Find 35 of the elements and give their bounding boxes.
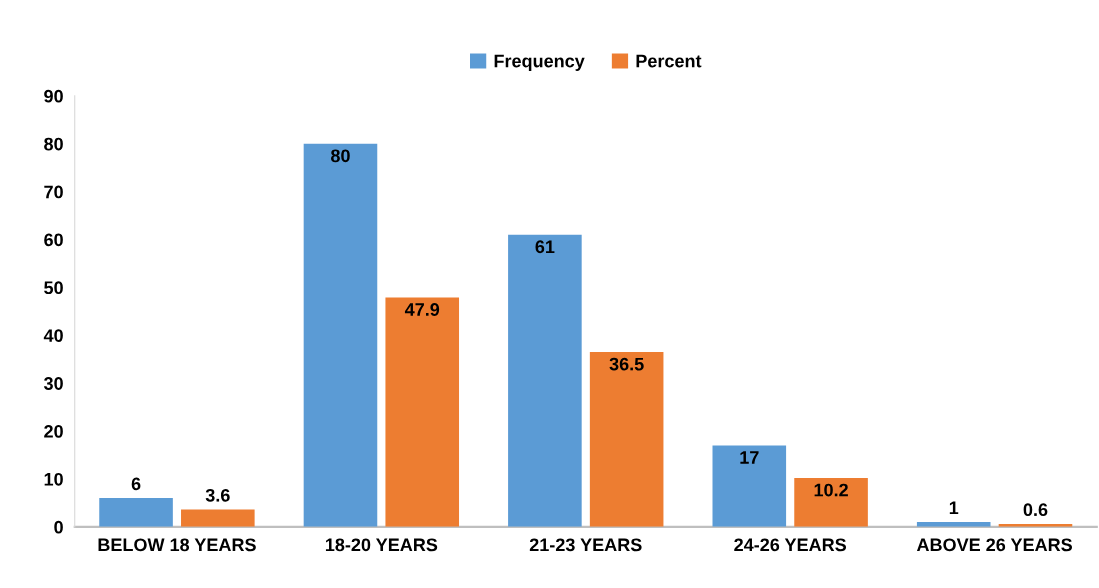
x-tick-label: 24-26 YEARS [734,538,847,552]
bar [589,352,664,527]
x-tick-label: 21-23 YEARS [529,538,642,552]
y-tick-label: 60 [44,233,63,247]
bar [303,143,378,527]
y-tick-label: 30 [43,377,63,390]
data-label: 80 [331,149,350,163]
bar [385,297,460,527]
data-label: 3.6 [205,488,230,502]
y-tick-label: 10 [44,472,63,486]
data-label: 6 [131,477,141,491]
bar [508,234,582,527]
data-label: 36.5 [609,357,644,371]
data-label: 17 [740,451,759,464]
bar [181,509,255,527]
x-tick-label: 18-20 YEARS [325,538,438,552]
data-label: 61 [535,240,555,254]
data-label: 10.2 [814,483,848,497]
bar [794,478,868,527]
y-tick-label: 90 [44,89,63,103]
y-tick-label: 50 [44,281,63,295]
data-label: 47.9 [404,303,440,316]
y-tick-label: 80 [44,137,63,151]
y-tick-label: 20 [44,425,63,438]
y-tick-label: 70 [44,185,63,199]
data-label: 1 [949,501,959,514]
bar [712,445,787,527]
x-tick-label: ABOVE 26 YEARS [916,538,1072,552]
y-tick-label: 0 [54,520,63,534]
x-tick-label: BELOW 18 YEARS [98,538,256,552]
legend-label: Percent [636,54,702,68]
legend-label: Frequency [494,54,585,71]
y-tick-label: 40 [43,329,63,343]
bar [99,498,173,527]
data-label: 0.6 [1023,503,1048,517]
